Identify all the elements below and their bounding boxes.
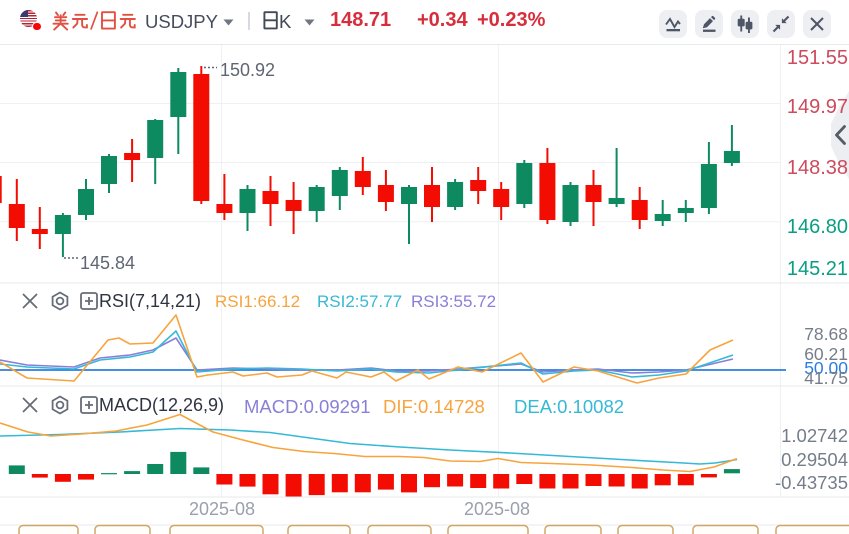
svg-text:150.92: 150.92 <box>220 60 275 80</box>
svg-text:41.75: 41.75 <box>804 368 848 388</box>
svg-text:78.68: 78.68 <box>804 324 848 344</box>
svg-text:148.38: 148.38 <box>787 157 848 179</box>
svg-text:145.84: 145.84 <box>80 253 135 273</box>
svg-text:50.00: 50.00 <box>804 358 848 378</box>
svg-text:146.80: 146.80 <box>787 216 848 238</box>
svg-text:145.21: 145.21 <box>787 258 848 280</box>
svg-text:1.02742: 1.02742 <box>781 425 848 446</box>
svg-text:151.55: 151.55 <box>787 47 848 69</box>
svg-text:60.21: 60.21 <box>804 344 848 364</box>
svg-text:0.29504: 0.29504 <box>781 449 848 470</box>
svg-text:2025-08: 2025-08 <box>189 499 255 519</box>
svg-text:-0.43735: -0.43735 <box>775 472 848 493</box>
svg-text:149.97: 149.97 <box>787 96 848 118</box>
svg-text:2025-08: 2025-08 <box>464 499 530 519</box>
